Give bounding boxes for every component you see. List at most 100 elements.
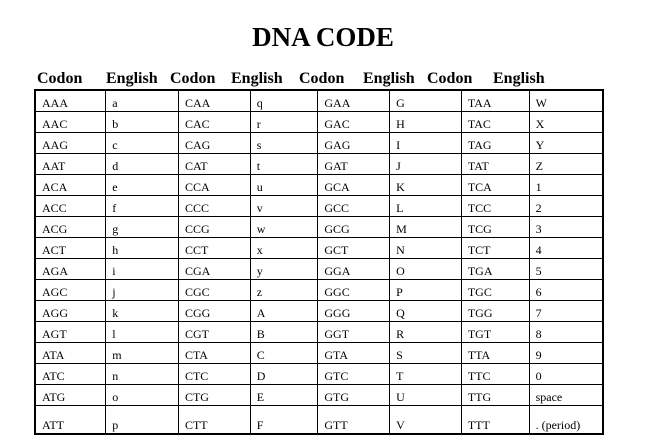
english-cell: z <box>249 279 319 301</box>
english-cell: 0 <box>528 363 604 385</box>
table-row: AAA a CAA q GAA G TAA W <box>34 89 604 112</box>
codon-cell: CTA <box>177 342 251 364</box>
english-cell: 3 <box>528 216 604 238</box>
header-english: English <box>231 70 283 87</box>
codon-cell: ACT <box>34 237 107 259</box>
english-cell: i <box>105 258 179 280</box>
codon-cell: CAA <box>177 89 251 112</box>
codon-cell: TCG <box>460 216 530 238</box>
english-cell: v <box>249 195 319 217</box>
english-cell: Q <box>389 300 462 322</box>
english-cell: f <box>105 195 179 217</box>
codon-cell: ATT <box>34 405 107 435</box>
english-cell: E <box>249 384 319 406</box>
table-row: ACG g CCG w GCG M TCG 3 <box>34 216 604 238</box>
codon-cell: GCG <box>317 216 391 238</box>
codon-cell: TAA <box>460 89 530 112</box>
english-cell: I <box>389 132 462 154</box>
english-cell: w <box>249 216 319 238</box>
header-codon: Codon <box>37 70 83 87</box>
codon-cell: CAG <box>177 132 251 154</box>
table-row: AGT l CGT B GGT R TGT 8 <box>34 321 604 343</box>
table-row: ACT h CCT x GCT N TCT 4 <box>34 237 604 259</box>
codon-cell: AGT <box>34 321 107 343</box>
english-cell: 6 <box>528 279 604 301</box>
english-cell: K <box>389 174 462 196</box>
english-cell: R <box>389 321 462 343</box>
codon-cell: CGA <box>177 258 251 280</box>
english-cell: 4 <box>528 237 604 259</box>
codon-cell: GAA <box>317 89 391 112</box>
codon-cell: CAT <box>177 153 251 175</box>
english-cell: g <box>105 216 179 238</box>
codon-cell: GAC <box>317 111 391 133</box>
codon-cell: CTC <box>177 363 251 385</box>
english-cell: . (period) <box>528 405 604 435</box>
table-row: ATG o CTG E GTG U TTG space <box>34 384 604 406</box>
english-cell: W <box>528 89 604 112</box>
english-cell: r <box>249 111 319 133</box>
english-cell: M <box>389 216 462 238</box>
english-cell: q <box>249 89 319 112</box>
codon-cell: TTT <box>460 405 530 435</box>
codon-cell: AGA <box>34 258 107 280</box>
header-english: English <box>363 70 415 87</box>
codon-cell: ATC <box>34 363 107 385</box>
table-row: ATC n CTC D GTC T TTC 0 <box>34 363 604 385</box>
english-cell: n <box>105 363 179 385</box>
english-cell: 7 <box>528 300 604 322</box>
english-cell: G <box>389 89 462 112</box>
codon-cell: TCA <box>460 174 530 196</box>
english-cell: T <box>389 363 462 385</box>
english-cell: u <box>249 174 319 196</box>
english-cell: j <box>105 279 179 301</box>
english-cell: V <box>389 405 462 435</box>
codon-cell: CCG <box>177 216 251 238</box>
table-row: AAC b CAC r GAC H TAC X <box>34 111 604 133</box>
codon-cell: ACC <box>34 195 107 217</box>
codon-cell: GTA <box>317 342 391 364</box>
codon-cell: GCA <box>317 174 391 196</box>
english-cell: N <box>389 237 462 259</box>
codon-cell: GGG <box>317 300 391 322</box>
codon-cell: ATA <box>34 342 107 364</box>
english-cell: P <box>389 279 462 301</box>
codon-cell: CCT <box>177 237 251 259</box>
table-row: AGC j CGC z GGC P TGC 6 <box>34 279 604 301</box>
english-cell: h <box>105 237 179 259</box>
codon-cell: GCT <box>317 237 391 259</box>
header-english: English <box>493 70 545 87</box>
codon-cell: AGG <box>34 300 107 322</box>
english-cell: 9 <box>528 342 604 364</box>
english-cell: p <box>105 405 179 435</box>
english-cell: L <box>389 195 462 217</box>
header-codon: Codon <box>427 70 473 87</box>
english-cell: c <box>105 132 179 154</box>
english-cell: b <box>105 111 179 133</box>
english-cell: C <box>249 342 319 364</box>
codon-cell: GAG <box>317 132 391 154</box>
codon-cell: TCT <box>460 237 530 259</box>
codon-cell: GAT <box>317 153 391 175</box>
english-cell: 8 <box>528 321 604 343</box>
table-row: AGA i CGA y GGA O TGA 5 <box>34 258 604 280</box>
codon-cell: GTC <box>317 363 391 385</box>
english-cell: H <box>389 111 462 133</box>
table-row: ATT p CTT F GTT V TTT. (period) <box>34 405 604 435</box>
codon-cell: GTG <box>317 384 391 406</box>
english-cell: Z <box>528 153 604 175</box>
english-cell: O <box>389 258 462 280</box>
english-cell: k <box>105 300 179 322</box>
codon-cell: GGT <box>317 321 391 343</box>
header-codon: Codon <box>299 70 345 87</box>
codon-cell: CGT <box>177 321 251 343</box>
table-row: AAG c CAG s GAG I TAG Y <box>34 132 604 154</box>
codon-cell: TTG <box>460 384 530 406</box>
codon-cell: AAC <box>34 111 107 133</box>
english-cell: D <box>249 363 319 385</box>
codon-cell: CGC <box>177 279 251 301</box>
codon-cell: AGC <box>34 279 107 301</box>
header-english: English <box>106 70 158 87</box>
codon-cell: TAG <box>460 132 530 154</box>
english-cell: 1 <box>528 174 604 196</box>
